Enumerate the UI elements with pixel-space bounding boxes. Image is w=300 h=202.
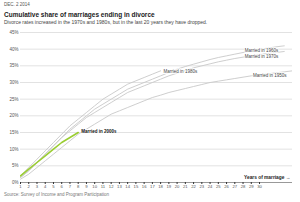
svg-text:28: 28 bbox=[241, 184, 246, 189]
svg-text:29: 29 bbox=[249, 184, 254, 189]
svg-text:0%: 0% bbox=[12, 180, 19, 185]
svg-text:15%: 15% bbox=[9, 130, 18, 135]
svg-text:Married in 1950s: Married in 1950s bbox=[253, 73, 287, 78]
svg-text:22: 22 bbox=[191, 184, 196, 189]
svg-text:Married in 1970s: Married in 1970s bbox=[245, 54, 279, 59]
svg-text:Married in 1980s: Married in 1980s bbox=[164, 69, 198, 74]
svg-text:18: 18 bbox=[158, 184, 163, 189]
svg-text:8: 8 bbox=[77, 184, 80, 189]
svg-text:Married in 1960s: Married in 1960s bbox=[245, 48, 279, 53]
svg-text:21: 21 bbox=[183, 184, 188, 189]
svg-text:10: 10 bbox=[92, 184, 97, 189]
svg-text:25: 25 bbox=[216, 184, 221, 189]
svg-text:45%: 45% bbox=[9, 30, 18, 35]
svg-text:20: 20 bbox=[175, 184, 180, 189]
svg-text:19: 19 bbox=[167, 184, 172, 189]
svg-text:30%: 30% bbox=[9, 80, 18, 85]
svg-text:15: 15 bbox=[134, 184, 139, 189]
svg-text:1: 1 bbox=[19, 184, 22, 189]
svg-text:6: 6 bbox=[61, 184, 64, 189]
svg-text:40%: 40% bbox=[9, 47, 18, 52]
svg-text:7: 7 bbox=[69, 184, 72, 189]
svg-text:16: 16 bbox=[142, 184, 147, 189]
svg-text:26: 26 bbox=[224, 184, 229, 189]
svg-text:27: 27 bbox=[232, 184, 237, 189]
svg-text:12: 12 bbox=[109, 184, 114, 189]
svg-text:3: 3 bbox=[36, 184, 39, 189]
svg-text:14: 14 bbox=[125, 184, 130, 189]
svg-text:Married in 2000s: Married in 2000s bbox=[81, 129, 117, 134]
html-text:Divorce rates increased in the: Divorce rates increased in the 1970s and… bbox=[4, 19, 208, 25]
svg-text:5: 5 bbox=[52, 184, 55, 189]
svg-text:30: 30 bbox=[257, 184, 262, 189]
svg-text:20%: 20% bbox=[9, 113, 18, 118]
svg-text:Years of marriage →: Years of marriage → bbox=[244, 175, 290, 180]
svg-text:13: 13 bbox=[117, 184, 122, 189]
svg-text:4: 4 bbox=[44, 184, 47, 189]
svg-text:23: 23 bbox=[199, 184, 204, 189]
svg-text:11: 11 bbox=[101, 184, 106, 189]
svg-text:35%: 35% bbox=[9, 63, 18, 68]
html-text:DEC. 2 2014: DEC. 2 2014 bbox=[4, 2, 30, 7]
svg-text:17: 17 bbox=[150, 184, 155, 189]
svg-text:25%: 25% bbox=[9, 97, 18, 102]
html-text:Cumulative share of marriages: Cumulative share of marriages ending in … bbox=[4, 11, 155, 18]
svg-text:10%: 10% bbox=[9, 147, 18, 152]
svg-text:24: 24 bbox=[208, 184, 213, 189]
svg-text:9: 9 bbox=[85, 184, 88, 189]
svg-text:2: 2 bbox=[28, 184, 31, 189]
html-text:Source: Survey of Income and P: Source: Survey of Income and Program Par… bbox=[4, 192, 110, 197]
svg-text:5%: 5% bbox=[12, 163, 19, 168]
